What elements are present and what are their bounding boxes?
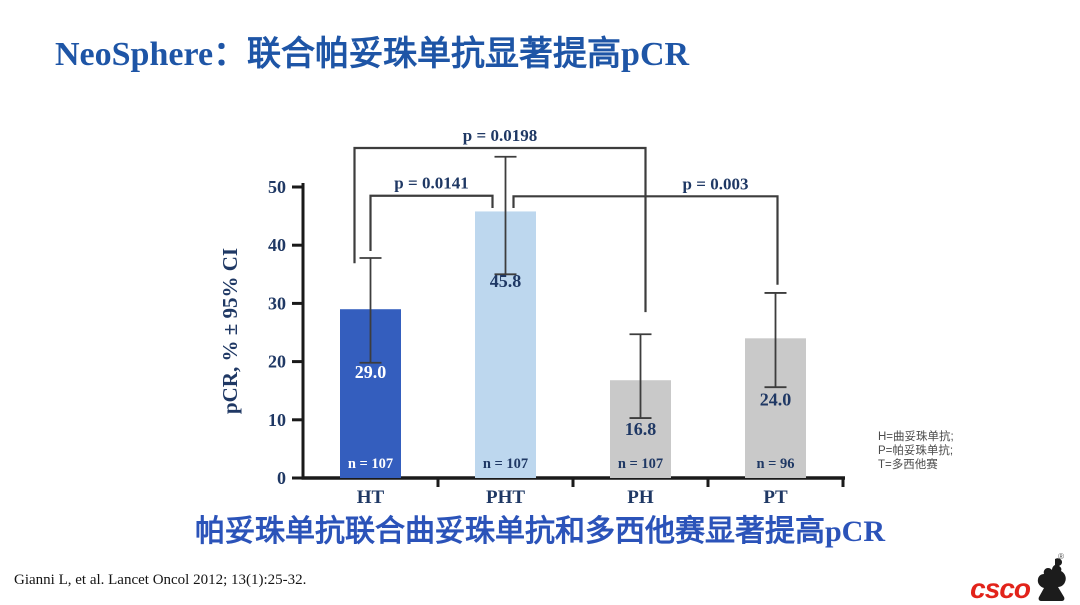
value-label-PHT: 45.8 bbox=[490, 271, 522, 291]
abbreviation-legend: H=曲妥珠单抗; P=帕妥珠单抗; T=多西他赛 bbox=[878, 430, 1028, 472]
value-label-PH: 16.8 bbox=[625, 419, 657, 439]
y-axis-label: pCR, % ± 95% CI bbox=[218, 248, 242, 414]
legend-line-h: H=曲妥珠单抗; bbox=[878, 431, 954, 443]
category-label-PHT: PHT bbox=[486, 487, 525, 508]
y-tick-label: 10 bbox=[268, 410, 286, 430]
value-label-PT: 24.0 bbox=[760, 389, 792, 409]
legend-line-p: P=帕妥珠单抗; bbox=[878, 445, 954, 457]
slide-title: NeoSphere：联合帕妥珠单抗显著提高pCR bbox=[55, 36, 690, 73]
p-bracket-1 bbox=[353, 146, 647, 313]
n-label-PT: n = 96 bbox=[756, 456, 794, 472]
value-label-HT: 29.0 bbox=[355, 362, 387, 382]
y-tick-label: 40 bbox=[268, 235, 286, 255]
category-label-PH: PH bbox=[627, 487, 654, 508]
n-label-PH: n = 107 bbox=[618, 456, 663, 472]
y-tick-label: 30 bbox=[268, 293, 286, 313]
conclusion-text: 帕妥珠单抗联合曲妥珠单抗和多西他赛显著提高pCR bbox=[194, 515, 885, 548]
citation: Gianni L, et al. Lancet Oncol 2012; 13(1… bbox=[14, 572, 307, 588]
p-bracket-2 bbox=[512, 195, 779, 285]
y-tick-label: 50 bbox=[268, 177, 286, 197]
registered-mark: ® bbox=[1058, 552, 1064, 561]
y-tick-label: 0 bbox=[277, 468, 286, 488]
csco-logo-text: csco bbox=[970, 573, 1031, 604]
csco-logo: csco ® bbox=[970, 552, 1070, 603]
p-value-label-1: p = 0.0198 bbox=[463, 126, 537, 145]
legend-line-t: T=多西他赛 bbox=[878, 459, 938, 471]
p-bracket-0 bbox=[369, 194, 494, 252]
category-label-PT: PT bbox=[763, 487, 788, 508]
n-label-PHT: n = 107 bbox=[483, 456, 528, 472]
csco-emblem-icon bbox=[1028, 556, 1070, 605]
n-label-HT: n = 107 bbox=[348, 456, 393, 472]
p-value-label-0: p = 0.0141 bbox=[394, 174, 468, 193]
category-label-HT: HT bbox=[357, 487, 385, 508]
y-tick-label: 20 bbox=[268, 352, 286, 372]
p-value-label-2: p = 0.003 bbox=[683, 174, 749, 193]
